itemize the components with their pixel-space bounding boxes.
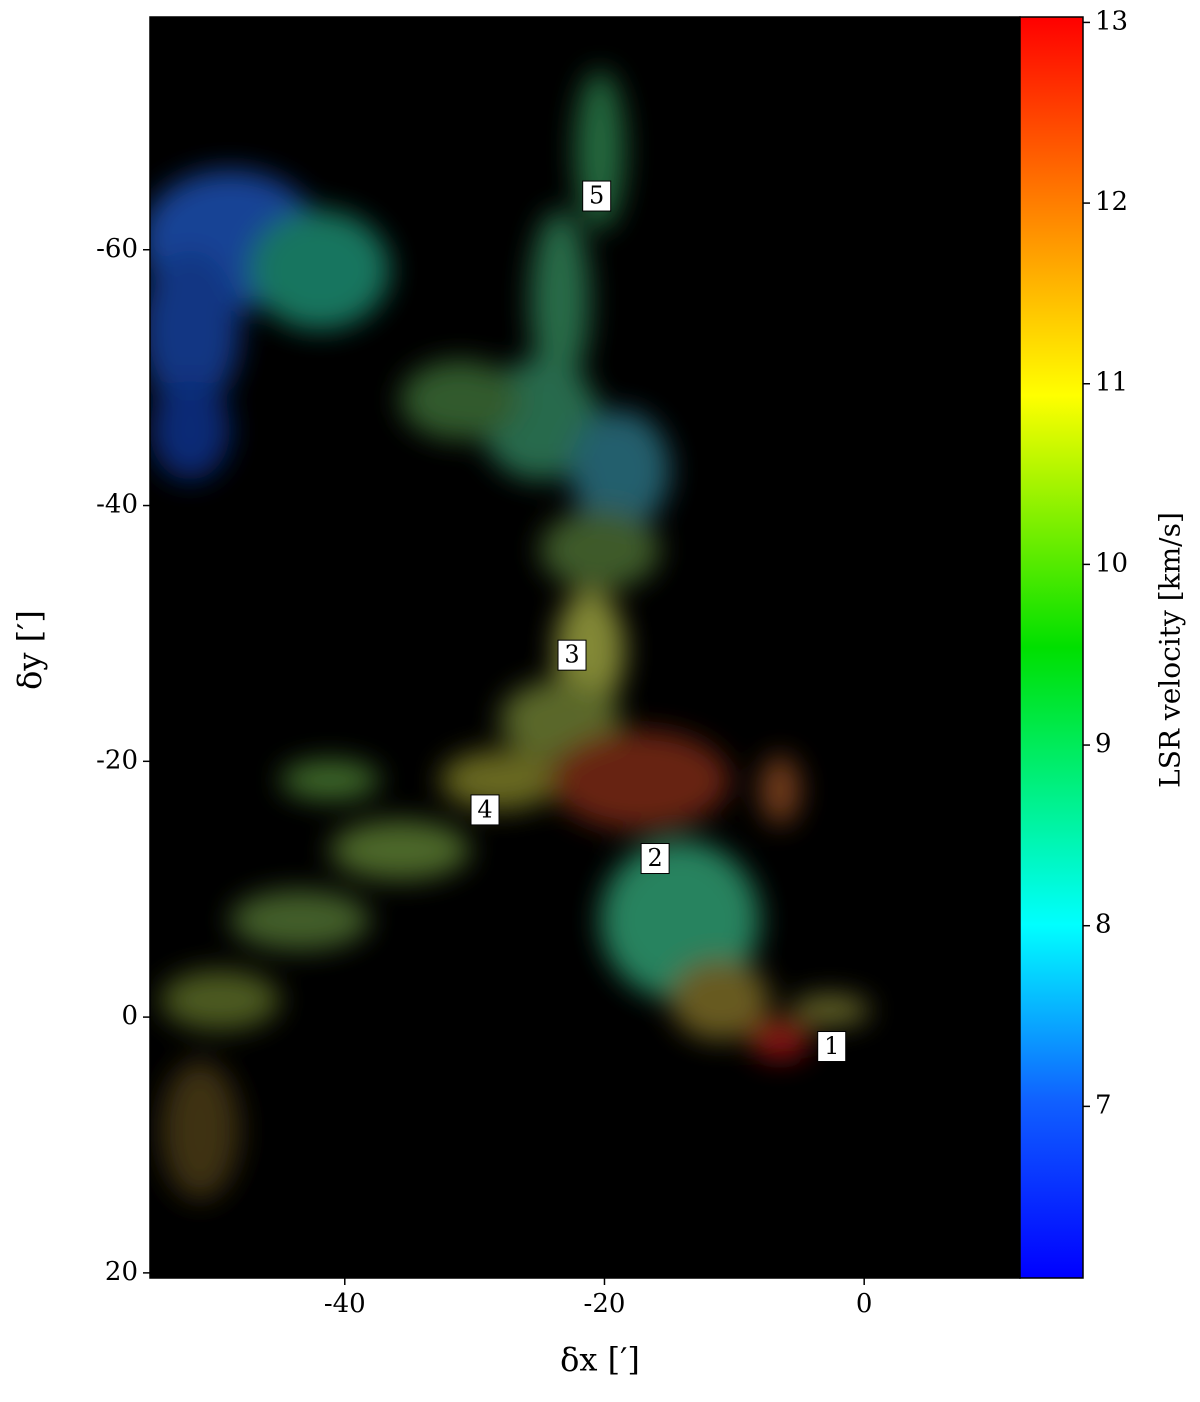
annotation-box [640, 843, 670, 875]
colorbar-tick-label: 8 [1095, 910, 1112, 940]
x-tick-label: -40 [324, 1289, 366, 1319]
y-axis-label: δy [′] [11, 610, 49, 690]
annotation-box [470, 794, 500, 826]
y-tick-label: 0 [121, 1001, 138, 1031]
annotation: 5 [589, 182, 604, 210]
colorbar-tick-label: 10 [1095, 548, 1128, 578]
annotation-box [582, 180, 612, 212]
x-tick-label: -20 [584, 1289, 626, 1319]
y-tick-label: -40 [96, 490, 138, 520]
x-tick-label: 0 [856, 1289, 873, 1319]
annotation-box [817, 1031, 847, 1063]
colorbar-tick-label: 13 [1095, 6, 1128, 36]
y-tick-label: -60 [96, 234, 138, 264]
annotation-box [557, 639, 587, 671]
y-tick-label: 20 [105, 1257, 138, 1287]
colorbar-label: LSR velocity [km/s] [1154, 512, 1187, 788]
velocity-map [150, 70, 870, 1200]
y-tick-label: -20 [96, 745, 138, 775]
colorbar-tick-label: 12 [1095, 187, 1128, 217]
annotation: 2 [647, 844, 662, 872]
annotation: 3 [564, 641, 579, 669]
annotation: 1 [824, 1032, 839, 1060]
x-axis-label: δx [′] [560, 1341, 640, 1379]
colorbar-tick-label: 7 [1095, 1090, 1112, 1120]
colorbar-tick-label: 11 [1095, 368, 1128, 398]
annotation: 4 [477, 795, 492, 823]
colorbar-tick-label: 9 [1095, 729, 1112, 759]
colorbar [1019, 16, 1084, 1279]
